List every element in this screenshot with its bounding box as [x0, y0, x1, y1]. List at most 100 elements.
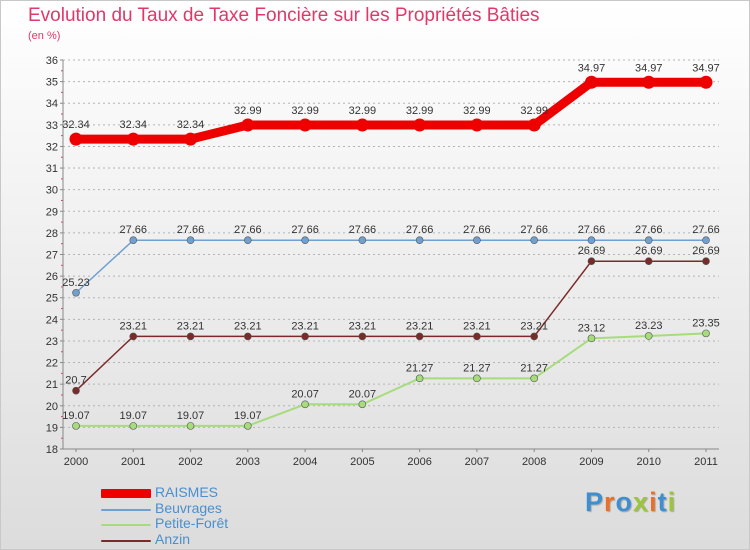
y-tick-label: 23	[46, 336, 58, 348]
y-tick-label: 21	[46, 379, 58, 391]
data-point-petite-foret	[186, 422, 195, 430]
legend-label-anzin: Anzin	[155, 530, 191, 547]
data-point-beuvrages	[186, 236, 195, 245]
data-label-raismes: 32.99	[520, 105, 548, 117]
data-label-raismes: 34.97	[692, 62, 720, 74]
logo-letter: x	[633, 487, 650, 517]
y-tick-label: 22	[46, 358, 58, 370]
data-point-petite-foret	[530, 374, 538, 383]
x-tick-label: 2006	[407, 456, 431, 468]
data-label-raismes: 34.97	[578, 62, 606, 74]
data-point-raismes	[69, 132, 83, 146]
data-point-beuvrages	[702, 236, 710, 245]
data-point-raismes	[642, 75, 656, 89]
data-label-beuvrages: 27.66	[177, 224, 205, 236]
x-tick-label: 2001	[121, 456, 145, 468]
data-point-beuvrages	[473, 236, 481, 245]
data-label-anzin: 26.69	[635, 245, 663, 257]
data-label-anzin: 23.21	[177, 320, 205, 332]
data-label-beuvrages: 27.66	[234, 224, 262, 236]
data-point-raismes	[699, 75, 713, 89]
proxiti-logo: Proxiti	[585, 487, 676, 518]
data-label-anzin: 20.7	[65, 375, 86, 387]
data-label-raismes: 32.34	[120, 119, 148, 131]
data-label-petite-foret: 23.12	[578, 322, 606, 334]
data-label-beuvrages: 27.66	[463, 224, 491, 236]
data-label-raismes: 32.99	[349, 105, 377, 117]
legend-swatch-anzin	[101, 539, 151, 542]
legend-label-petite-foret: Petite-Forêt	[155, 515, 229, 531]
legend-label-raismes: RAISMES	[155, 484, 219, 500]
data-point-raismes	[298, 118, 312, 132]
data-label-petite-foret: 21.27	[463, 362, 491, 374]
logo-letter: P	[585, 487, 605, 517]
data-label-anzin: 23.21	[120, 320, 148, 332]
logo-letter: o	[615, 487, 634, 517]
data-label-anzin: 23.21	[520, 320, 548, 332]
data-label-anzin: 23.21	[234, 320, 262, 332]
data-point-petite-foret	[72, 422, 80, 430]
data-point-petite-foret	[415, 374, 424, 383]
y-tick-label: 33	[46, 120, 58, 132]
y-tick-label: 28	[46, 228, 58, 240]
data-label-beuvrages: 27.66	[291, 224, 319, 236]
data-label-beuvrages: 27.66	[635, 224, 663, 236]
data-label-petite-foret: 20.07	[349, 388, 377, 400]
data-point-raismes	[413, 118, 427, 132]
data-label-petite-foret: 23.23	[635, 320, 663, 332]
data-label-beuvrages: 27.66	[578, 224, 606, 236]
data-point-beuvrages	[587, 236, 596, 245]
data-label-anzin: 23.21	[349, 320, 377, 332]
grid-lines	[63, 59, 719, 428]
data-point-beuvrages	[415, 236, 424, 245]
data-label-anzin: 23.21	[406, 320, 434, 332]
y-tick-label: 36	[46, 55, 58, 67]
legend-swatch-raismes	[101, 489, 151, 498]
data-label-beuvrages: 27.66	[349, 224, 377, 236]
data-label-beuvrages: 27.66	[692, 224, 720, 236]
data-label-petite-foret: 19.07	[234, 410, 262, 422]
data-point-beuvrages	[530, 236, 538, 245]
series-line-beuvrages	[75, 239, 707, 294]
data-label-beuvrages: 27.66	[120, 224, 148, 236]
data-point-petite-foret	[129, 422, 138, 430]
data-label-raismes: 32.34	[177, 119, 205, 131]
legend-label-beuvrages: Beuvrages	[155, 499, 222, 516]
data-label-petite-foret: 23.35	[692, 317, 720, 329]
legend-swatch-beuvrages	[101, 508, 151, 511]
y-tick-label: 30	[46, 185, 58, 197]
logo-letter: i	[649, 487, 658, 517]
data-point-raismes	[584, 75, 598, 89]
data-label-petite-foret: 19.07	[62, 410, 90, 422]
data-point-raismes	[355, 118, 369, 132]
data-point-anzin	[358, 332, 367, 341]
data-point-petite-foret	[358, 400, 367, 409]
data-point-anzin	[702, 257, 710, 265]
data-point-raismes	[470, 118, 484, 132]
data-label-anzin: 23.21	[463, 320, 491, 332]
logo-letter: i	[667, 487, 677, 517]
data-point-petite-foret	[587, 334, 596, 343]
data-point-anzin	[530, 332, 538, 341]
data-point-raismes	[184, 132, 198, 146]
data-label-raismes: 32.99	[291, 105, 319, 117]
y-tick-label: 31	[46, 163, 58, 175]
x-tick-label: 2010	[636, 456, 660, 468]
data-label-petite-foret: 19.07	[177, 410, 205, 422]
axes: 18 19 20 21 22 23 24 25 26 27 28 29 30 31 32 33 34 35 36 20…	[46, 55, 719, 468]
y-tick-label: 32	[46, 141, 58, 153]
y-tick-label: 29	[46, 206, 58, 218]
x-tick-label: 2007	[465, 456, 489, 468]
series-line-raismes	[71, 77, 711, 144]
data-point-beuvrages	[358, 236, 367, 245]
x-tick-label: 2009	[579, 456, 603, 468]
y-tick-label: 26	[46, 271, 58, 283]
chart-subtitle: (en %)	[28, 30, 61, 42]
logo-letter: t	[657, 487, 668, 517]
x-tick-label: 2003	[236, 456, 260, 468]
y-tick-label: 18	[46, 444, 58, 456]
data-label-beuvrages: 25.23	[62, 277, 90, 289]
data-label-raismes: 32.34	[62, 119, 90, 131]
y-tick-label: 35	[46, 77, 58, 89]
